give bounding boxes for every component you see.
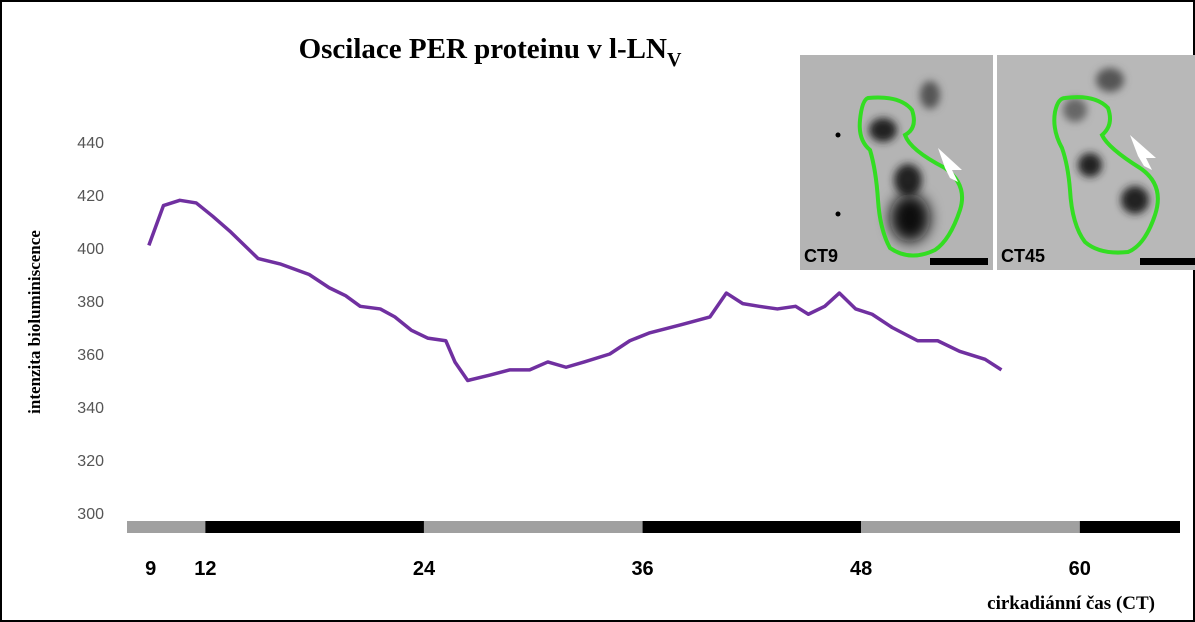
phase-bar bbox=[1079, 521, 1180, 533]
outline bbox=[857, 95, 965, 258]
phase-bar bbox=[205, 521, 424, 533]
x-tick-label: 24 bbox=[413, 558, 436, 580]
y-tick-label: 400 bbox=[77, 241, 104, 258]
x-tick-label: 36 bbox=[631, 558, 653, 580]
y-tick-label: 380 bbox=[77, 294, 104, 311]
phase-bar bbox=[423, 521, 643, 533]
y-tick-label: 320 bbox=[77, 453, 104, 470]
chart-title: Oscilace PER proteinu v l-LNV bbox=[299, 33, 682, 71]
phase-bar bbox=[127, 521, 206, 533]
y-tick-label: 440 bbox=[77, 135, 104, 152]
x-tick-label: 60 bbox=[1069, 558, 1091, 580]
title-subscript: V bbox=[667, 49, 682, 71]
y-tick-label: 360 bbox=[77, 347, 104, 364]
scale-bar bbox=[1140, 258, 1195, 265]
phase-bar bbox=[861, 521, 1080, 533]
inset-2: CT45 bbox=[997, 55, 1195, 270]
inset-1: CT9 bbox=[800, 55, 993, 270]
y-tick-label: 300 bbox=[77, 506, 104, 523]
inset-background bbox=[800, 55, 993, 270]
data-line bbox=[147, 198, 1003, 383]
arrow bbox=[1130, 135, 1156, 170]
x-tick-label: 12 bbox=[194, 558, 216, 580]
scale-bar bbox=[930, 258, 988, 265]
inset-label: CT9 bbox=[804, 246, 838, 266]
inset-label: CT45 bbox=[1001, 246, 1045, 266]
x-tick-label: 9 bbox=[145, 558, 156, 580]
outline bbox=[1052, 95, 1160, 255]
x-axis-title: cirkadiánní čas (CT) bbox=[987, 593, 1155, 614]
x-tick-label: 48 bbox=[850, 558, 872, 580]
title-main: Oscilace PER proteinu v l-LN bbox=[299, 33, 667, 65]
phase-bar bbox=[642, 521, 862, 533]
y-axis-title: intenzita bioluminiscence bbox=[25, 230, 44, 414]
y-tick-label: 340 bbox=[77, 400, 104, 417]
arrow bbox=[938, 148, 962, 182]
y-tick-label: 420 bbox=[77, 188, 104, 205]
